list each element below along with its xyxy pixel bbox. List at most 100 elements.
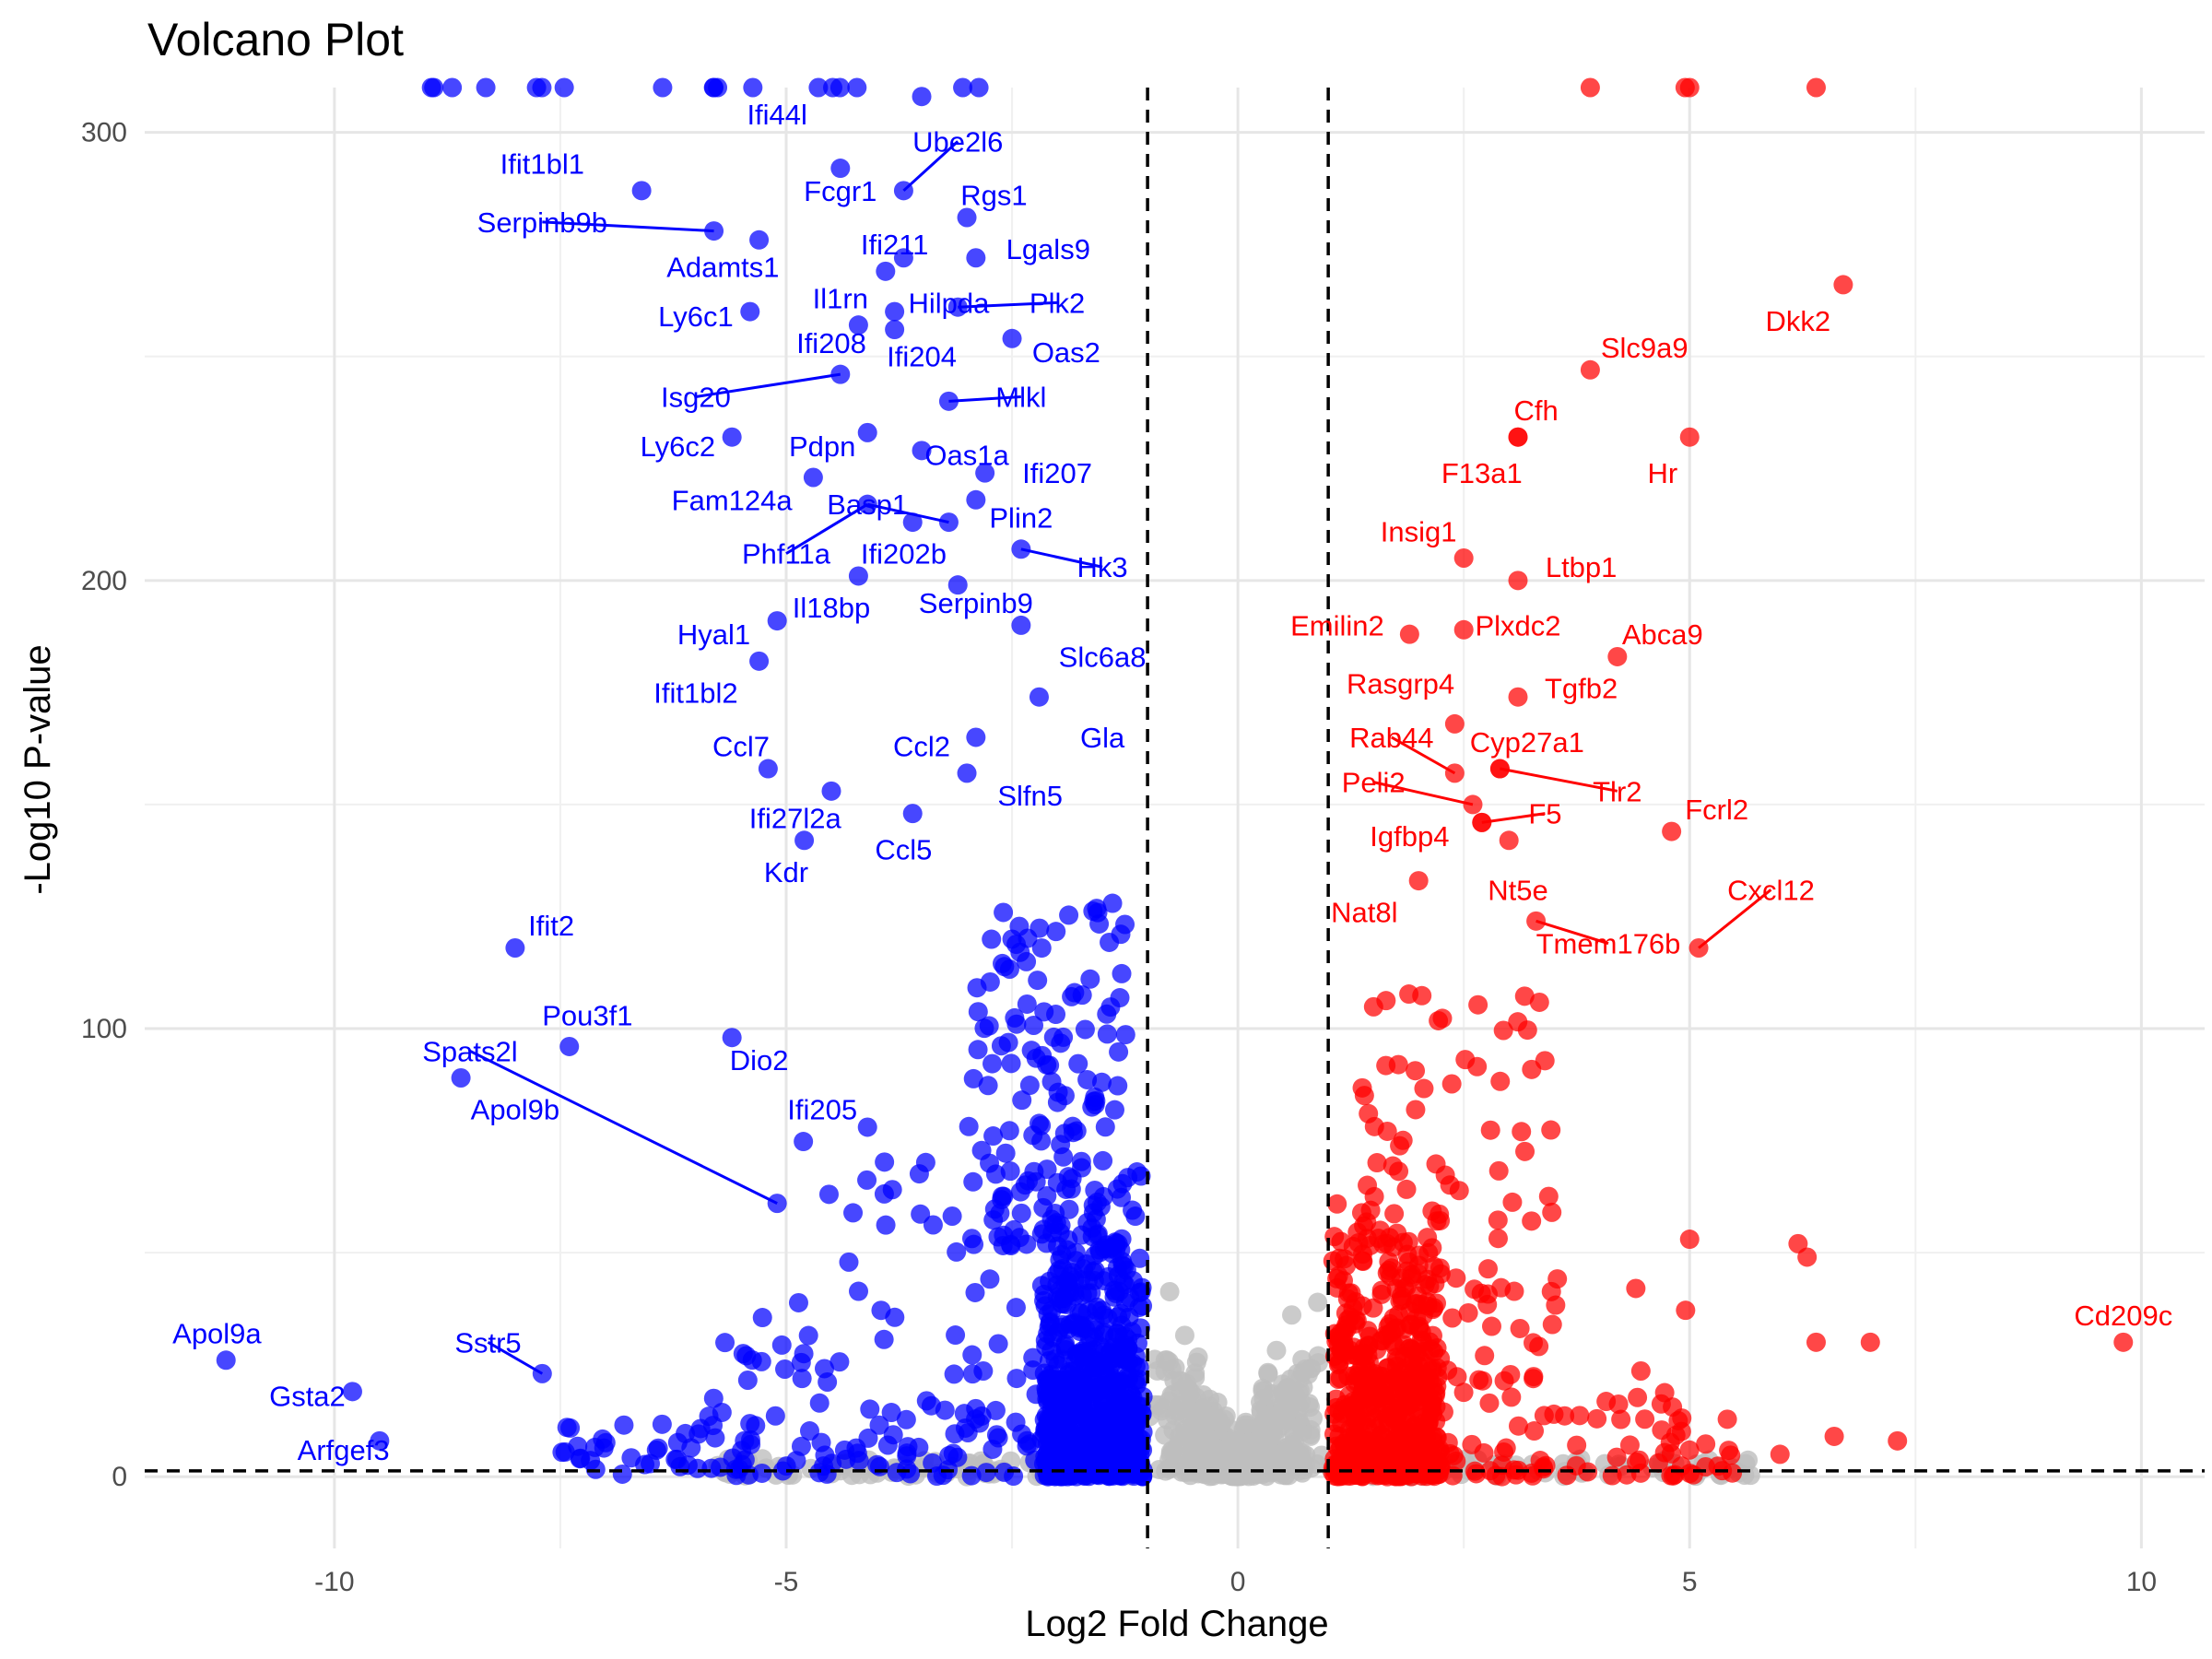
point-sig	[923, 1453, 943, 1473]
point-sig	[1386, 1347, 1406, 1368]
gene-label: Tgfb2	[1545, 673, 1618, 705]
point-sig	[1546, 1295, 1566, 1315]
point-sig	[1580, 359, 1600, 380]
gene-labels: Ifi44l Ube2l6 Ifit1bl1 Fcgr1 Rgs1 Serpinb9b If…	[172, 99, 2172, 1466]
point-sig	[1477, 1284, 1498, 1304]
point-sig	[1326, 1413, 1347, 1433]
point-sig	[1473, 1371, 1493, 1391]
gene-label: F13a1	[1441, 457, 1523, 489]
point-sig	[1075, 1019, 1095, 1040]
gene-label: Ifi204	[887, 341, 957, 373]
point-sig	[1529, 1336, 1549, 1357]
point-sig	[874, 1183, 894, 1204]
point-sig	[1024, 1015, 1044, 1035]
point-sig	[843, 1203, 864, 1223]
gene-label: Rab44	[1349, 722, 1433, 754]
point-sig	[667, 1449, 688, 1469]
point-sig	[1676, 1300, 1696, 1321]
point-sig	[1566, 1455, 1586, 1476]
point-ns	[1220, 1465, 1241, 1486]
x-tick-label: -10	[314, 1567, 354, 1597]
gene-label: Ifi202b	[861, 538, 947, 571]
gene-label: Plxdc2	[1475, 609, 1560, 641]
point-sig	[794, 830, 815, 851]
point-sig	[994, 957, 1015, 977]
point-sig	[1493, 1020, 1513, 1041]
point-sig	[1479, 1393, 1500, 1413]
point-sig	[593, 1429, 613, 1449]
point-sig	[722, 1028, 742, 1048]
point-sig	[973, 1360, 994, 1381]
chart-title: Volcano Plot	[147, 14, 404, 65]
point-sig	[1015, 1175, 1035, 1195]
point-sig	[966, 727, 986, 747]
point-sig	[1696, 1456, 1716, 1477]
point-ns	[1159, 1281, 1180, 1301]
point-sig	[1031, 1429, 1052, 1449]
leader-line	[866, 502, 949, 524]
point-sig	[1100, 932, 1120, 952]
point-sig	[1522, 1211, 1542, 1231]
point-sig	[1104, 1100, 1124, 1120]
point-sig	[1467, 1056, 1488, 1077]
gene-label: Ccl5	[875, 834, 932, 866]
point-sig	[1626, 1278, 1646, 1299]
point-sig	[1806, 77, 1826, 98]
y-tick-label: 300	[81, 118, 127, 148]
point-sig	[1087, 899, 1107, 919]
point-sig	[1377, 1121, 1397, 1141]
point-sig	[1071, 1151, 1091, 1171]
point-sig	[1399, 624, 1419, 644]
point-sig	[942, 1206, 962, 1227]
point-sig	[703, 1388, 724, 1408]
point-sig	[1379, 1260, 1399, 1280]
point-sig	[830, 159, 851, 179]
point-sig	[1017, 1430, 1037, 1451]
point-sig	[1833, 275, 1853, 295]
point-sig	[733, 1344, 753, 1364]
point-sig	[1444, 713, 1465, 734]
point-sig	[1414, 1078, 1434, 1099]
point-sig	[1415, 1372, 1435, 1393]
point-sig	[722, 427, 742, 447]
point-ns	[1159, 1351, 1179, 1371]
point-sig	[994, 1462, 1015, 1482]
point-sig	[1542, 1314, 1562, 1335]
point-sig	[1023, 1125, 1043, 1146]
point-sig	[1335, 1249, 1355, 1269]
point-sig	[1606, 1447, 1627, 1467]
point-sig	[1042, 1458, 1063, 1478]
point-sig	[1006, 1014, 1027, 1034]
point-sig	[1717, 1409, 1737, 1430]
point-sig	[839, 1252, 859, 1272]
point-sig	[1388, 1054, 1408, 1075]
gene-label: Mlkl	[995, 381, 1046, 413]
point-sig	[966, 248, 986, 268]
point-sig	[476, 77, 496, 98]
point-sig	[966, 489, 986, 510]
point-ns	[1219, 1447, 1240, 1467]
point-sig	[2113, 1332, 2134, 1352]
point-sig	[980, 1269, 1000, 1289]
point-sig	[740, 1414, 760, 1434]
point-sig	[1888, 1430, 1908, 1451]
point-sig	[1110, 1451, 1130, 1471]
point-ns	[1157, 1409, 1177, 1430]
gene-label: Ifi208	[796, 327, 866, 359]
point-sig	[798, 1325, 818, 1346]
point-sig	[957, 207, 977, 228]
leader-line	[695, 372, 841, 398]
point-ns	[1239, 1432, 1259, 1453]
point-sig	[1006, 1412, 1026, 1432]
leader-line	[1020, 547, 1103, 569]
leader-line	[469, 1049, 778, 1205]
point-sig	[1130, 1248, 1150, 1268]
point-sig	[1097, 1024, 1117, 1044]
point-ns	[1200, 1430, 1220, 1450]
point-sig	[1051, 1317, 1071, 1337]
point-sig	[1696, 1434, 1716, 1454]
point-sig	[749, 651, 770, 671]
point-ns	[1308, 1292, 1328, 1312]
point-sig	[1607, 646, 1628, 666]
